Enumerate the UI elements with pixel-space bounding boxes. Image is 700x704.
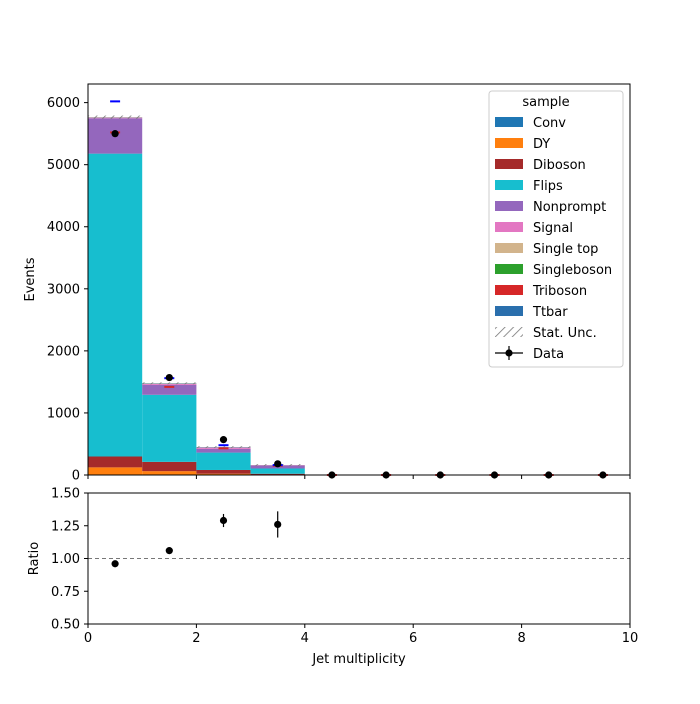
bar-flips [251,468,305,473]
ratio-y-tick-label: 1.50 [51,487,80,502]
legend-swatch-single-top [495,243,523,253]
x-tick-label: 10 [622,631,639,646]
legend-label: DY [533,137,550,152]
legend-label: Singleboson [533,263,612,278]
data-point [220,436,227,443]
y-axis-label: Events [23,257,38,301]
legend-swatch-conv [495,117,523,127]
y-tick-label: 0 [72,469,80,484]
data-point [274,460,281,467]
ratio-point [220,517,227,524]
ratio-panel: 0.50 0.75 1.00 1.25 1.50 0 2 4 6 8 10 Ratio Jet mult… [27,487,638,668]
y-tick-label: 6000 [47,96,80,111]
legend-label: Signal [533,221,573,236]
legend-label: Diboson [533,158,586,173]
legend-swatch-flips [495,180,523,190]
bar-dy [88,467,142,474]
bar-nonprompt [196,449,250,453]
stat-unc-band [88,116,142,119]
data-point [166,374,173,381]
ratio-point [112,560,119,567]
x-tick-label: 4 [301,631,309,646]
legend-swatch-stat-unc [495,327,523,337]
legend-swatch-signal [495,222,523,232]
x-axis-label: Jet multiplicity [311,652,406,667]
data-point [112,130,119,137]
bar-flips [196,453,250,470]
legend-title: sample [522,95,569,110]
bar-diboson [88,457,142,468]
legend-data-marker [505,349,512,356]
ratio-frame [88,493,630,624]
bar-diboson [142,462,196,471]
bar-flips [142,395,196,462]
y-tick-label: 2000 [47,344,80,359]
ratio-point [166,547,173,554]
ratio-y-tick-label: 0.50 [51,618,80,633]
legend-label: Conv [533,116,566,131]
bar-diboson [196,470,250,474]
legend-swatch-ttbar [495,306,523,316]
legend-swatch-singleboson [495,264,523,274]
ratio-y-axis-label: Ratio [27,542,42,575]
bar-dy [142,471,196,475]
bar-flips [88,154,142,457]
y-tick-label: 1000 [47,406,80,421]
x-tick-label: 8 [517,631,525,646]
x-tick-label: 6 [409,631,417,646]
legend-label: Nonprompt [533,200,606,215]
legend-label: Ttbar [532,305,568,320]
ratio-y-tick-label: 1.25 [51,519,80,534]
y-tick-label: 5000 [47,158,80,173]
legend-label: Data [533,347,564,362]
x-tick-label: 2 [192,631,200,646]
legend-label: Single top [533,242,598,257]
x-tick-label: 0 [84,631,92,646]
legend-label: Triboson [532,284,587,299]
ratio-y-tick-label: 0.75 [51,585,80,600]
legend: sample Conv DY Diboson Flips Nonprompt Signal S… [489,91,623,367]
y-tick-label: 4000 [47,220,80,235]
legend-swatch-triboson [495,285,523,295]
legend-label: Flips [533,179,563,194]
y-tick-label: 3000 [47,282,80,297]
legend-swatch-dy [495,138,523,148]
legend-swatch-nonprompt [495,201,523,211]
stat-unc-band [142,382,196,384]
ratio-y-tick-label: 1.00 [51,552,80,567]
ratio-point [274,521,281,528]
legend-swatch-diboson [495,159,523,169]
legend-label: Stat. Unc. [533,326,597,341]
